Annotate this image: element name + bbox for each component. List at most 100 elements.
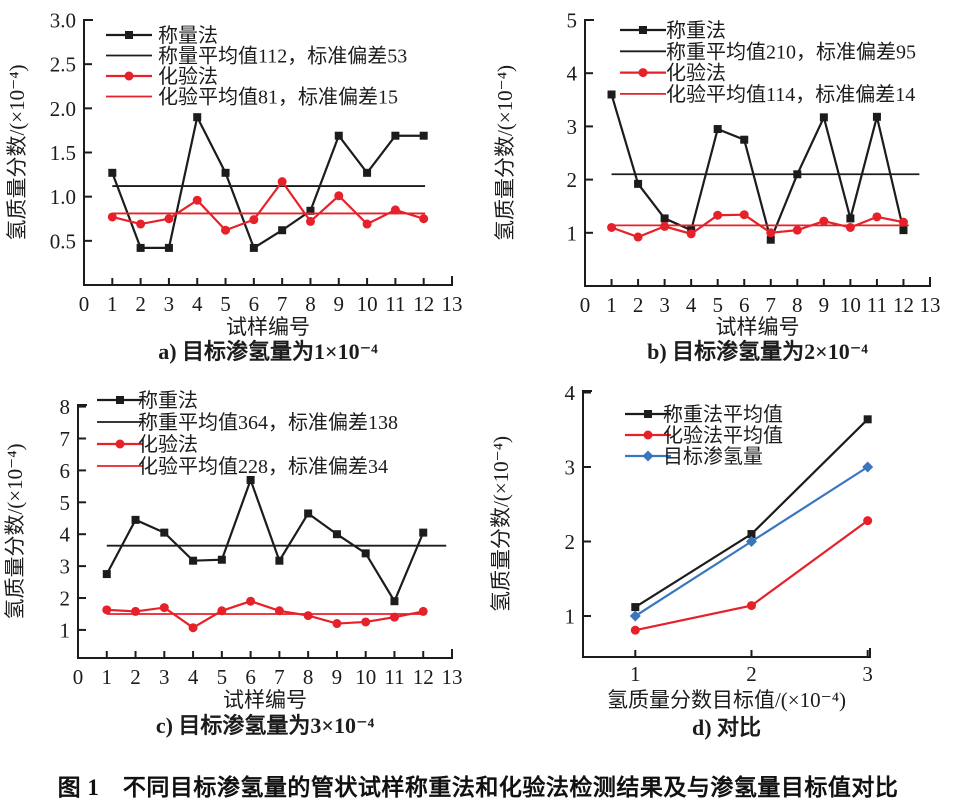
data-point-marker bbox=[819, 113, 828, 122]
data-point-marker bbox=[275, 556, 284, 565]
data-point-marker bbox=[747, 530, 756, 539]
x-axis-tick-label: 12 bbox=[413, 665, 434, 689]
axis-frame bbox=[77, 404, 453, 659]
data-point-marker bbox=[332, 619, 342, 629]
y-axis-tick-label: 1.5 bbox=[50, 141, 76, 165]
series-line bbox=[112, 179, 425, 232]
data-point-marker bbox=[125, 31, 133, 39]
y-axis-tick-label: 3 bbox=[567, 115, 578, 139]
x-axis-tick-label: 9 bbox=[332, 665, 343, 689]
data-point-marker bbox=[278, 226, 287, 235]
legend-label: 化验平均值114，标准偏差14 bbox=[666, 83, 915, 106]
data-point-marker bbox=[159, 603, 169, 613]
y-axis-tick-label: 2 bbox=[60, 587, 71, 611]
data-point-marker bbox=[630, 625, 640, 635]
legend-label: 化验法 bbox=[666, 62, 726, 85]
figure-caption: 图 1 不同目标渗氢量的管状试样称重法和化验法检测结果及与渗氢量目标值对比 bbox=[57, 775, 899, 800]
x-axis-label: 试样编号 bbox=[226, 315, 310, 339]
data-point-marker bbox=[863, 516, 873, 526]
data-point-marker bbox=[332, 530, 341, 539]
y-axis-tick-label: 4 bbox=[565, 381, 576, 405]
data-point-marker bbox=[686, 229, 696, 239]
x-axis-tick-label: 8 bbox=[305, 292, 316, 316]
legend-label: 化验法平均值 bbox=[663, 424, 783, 447]
data-point-marker bbox=[660, 221, 670, 231]
data-point-marker bbox=[872, 212, 882, 222]
legend-label: 称重法 bbox=[138, 389, 198, 412]
x-axis-tick-label: 1 bbox=[606, 293, 617, 317]
x-axis-tick-label: 7 bbox=[277, 292, 288, 316]
x-axis-tick-label: 5 bbox=[217, 665, 228, 689]
data-point-marker bbox=[872, 112, 881, 121]
data-point-marker bbox=[249, 215, 259, 225]
data-point-marker bbox=[739, 210, 749, 220]
data-point-marker bbox=[898, 217, 908, 227]
data-point-marker bbox=[102, 605, 112, 615]
legend-label: 化验平均值81，标准偏差15 bbox=[158, 86, 398, 109]
data-point-marker bbox=[899, 226, 908, 235]
data-point-marker bbox=[362, 219, 372, 229]
data-point-marker bbox=[131, 515, 140, 524]
data-point-marker bbox=[390, 205, 400, 215]
y-axis-tick-label: 1 bbox=[565, 605, 576, 629]
axis-frame bbox=[582, 390, 871, 658]
legend-label: 称重平均值364，标准偏差138 bbox=[138, 411, 398, 434]
x-axis-tick-label: 0 bbox=[79, 292, 90, 316]
x-axis-tick-label: 6 bbox=[249, 292, 260, 316]
data-point-marker bbox=[746, 601, 756, 611]
data-point-marker bbox=[164, 243, 173, 252]
data-point-marker bbox=[419, 528, 428, 537]
x-axis-tick-label: 8 bbox=[792, 293, 803, 317]
data-point-marker bbox=[193, 113, 202, 122]
data-point-marker bbox=[638, 68, 648, 78]
data-point-marker bbox=[217, 555, 226, 564]
series-line bbox=[106, 600, 424, 629]
data-point-marker bbox=[713, 210, 723, 220]
y-axis-tick-label: 4 bbox=[60, 523, 71, 547]
x-axis-label: 氢质量分数目标值/(×10⁻⁴) bbox=[607, 688, 846, 712]
y-axis-label: 氢质量分数/(×10⁻⁴) bbox=[5, 64, 29, 240]
chart-b: 1 2 3 4 5 0 1 2 3 4 5 6 7 8 9 10 11 12 13 称重法 称重平均值210，标准偏差9… bbox=[478, 2, 956, 374]
x-axis-tick-label: 4 bbox=[188, 665, 199, 689]
chart-title: d) 对比 bbox=[692, 715, 761, 740]
data-point-marker bbox=[221, 225, 231, 235]
y-axis-label: 氢质量分数/(×10⁻⁴) bbox=[3, 443, 27, 619]
x-axis-tick-label: 10 bbox=[355, 665, 376, 689]
legend-label: 化验平均值228，标准偏差34 bbox=[138, 455, 388, 478]
data-point-marker bbox=[845, 222, 855, 232]
data-point-marker bbox=[607, 222, 617, 232]
data-point-marker bbox=[246, 596, 256, 606]
data-point-marker bbox=[361, 549, 370, 558]
data-point-marker bbox=[303, 611, 313, 621]
data-point-marker bbox=[792, 225, 802, 235]
x-axis-tick-label: 4 bbox=[192, 292, 203, 316]
x-axis-tick-label: 10 bbox=[840, 293, 861, 317]
data-point-marker bbox=[334, 131, 343, 140]
data-point-marker bbox=[361, 617, 371, 627]
y-axis-tick-label: 7 bbox=[60, 427, 71, 451]
data-point-marker bbox=[221, 168, 230, 177]
chart-title: a) 目标渗氢量为1×10⁻⁴ bbox=[158, 339, 378, 364]
data-point-marker bbox=[160, 528, 169, 537]
data-point-marker bbox=[304, 509, 313, 518]
y-axis-tick-label: 1.0 bbox=[50, 185, 76, 209]
data-point-marker bbox=[766, 235, 775, 244]
data-point-marker bbox=[136, 243, 145, 252]
x-axis-label: 试样编号 bbox=[716, 315, 800, 339]
data-point-marker bbox=[607, 90, 616, 99]
data-point-marker bbox=[188, 623, 198, 633]
legend-label: 目标渗氢量 bbox=[663, 445, 763, 468]
x-axis-tick-label: 0 bbox=[73, 665, 84, 689]
chart-title: c) 目标渗氢量为3×10⁻⁴ bbox=[156, 713, 375, 738]
data-point-marker bbox=[639, 26, 647, 34]
chart-c: 1 2 3 4 5 6 7 8 0 1 2 3 4 5 6 7 8 9 10 11 12 13 称重法 称重平均值364，标准… bbox=[0, 377, 478, 749]
series-line bbox=[610, 94, 905, 244]
legend-label: 称量平均值112，标准偏差53 bbox=[158, 45, 407, 68]
x-axis-tick-label: 12 bbox=[893, 293, 914, 317]
x-axis-tick-label: 0 bbox=[580, 293, 591, 317]
y-axis-tick-label: 2.5 bbox=[50, 53, 76, 77]
x-axis-tick-label: 13 bbox=[442, 292, 463, 316]
y-axis-label: 氢质量分数/(×10⁻⁴) bbox=[489, 436, 513, 612]
